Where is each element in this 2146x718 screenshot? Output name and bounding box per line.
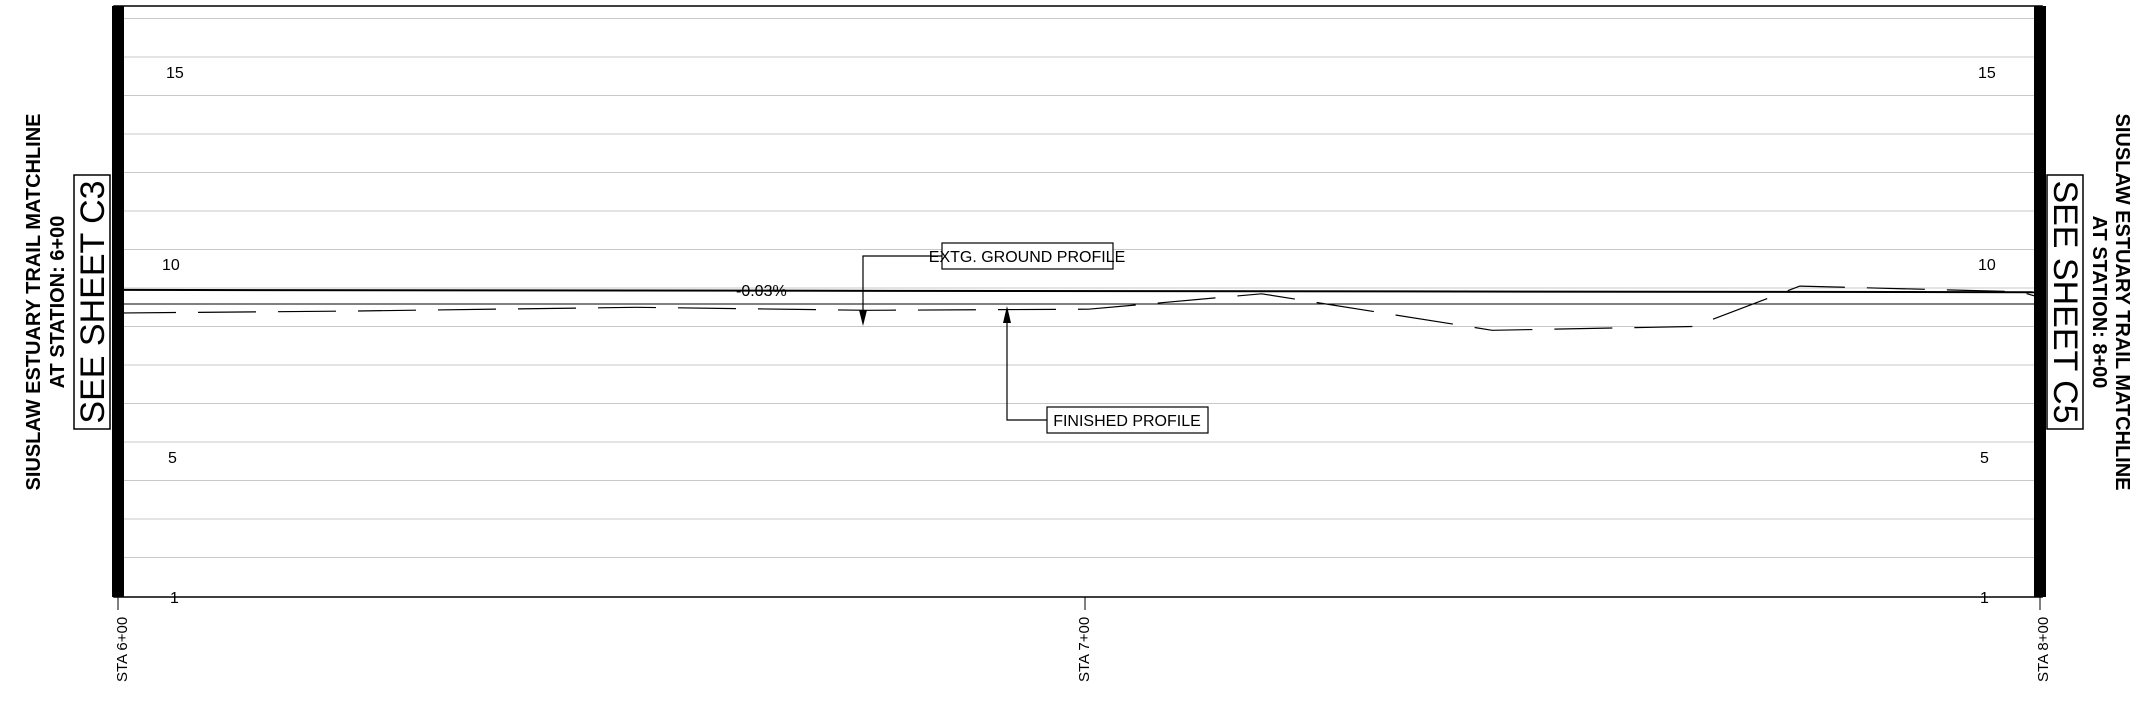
station-label-7-00: STA 7+00 bbox=[1076, 617, 1093, 682]
left-see-sheet-link[interactable]: SEE SHEET C3 bbox=[74, 180, 112, 423]
right-matchline-station: AT STATION: 8+00 bbox=[2088, 216, 2110, 389]
station-labels: STA 6+00 STA 7+00 STA 8+00 bbox=[114, 597, 2052, 682]
extg-ground-label: EXTG. GROUND PROFILE bbox=[929, 249, 1125, 266]
right-see-sheet-link[interactable]: SEE SHEET C5 bbox=[2046, 180, 2084, 423]
finished-label-box bbox=[1046, 406, 1209, 434]
left-see-sheet-box bbox=[73, 174, 111, 430]
extg-ground-arrowhead bbox=[859, 310, 867, 326]
elevation-grid bbox=[124, 18, 2034, 558]
right-see-sheet-box bbox=[2046, 174, 2084, 430]
station-label-8-00: STA 8+00 bbox=[2035, 617, 2052, 682]
right-matchline-title: SIUSLAW ESTUARY TRAIL MATCHLINE bbox=[2111, 113, 2133, 490]
right-matchline-block: SIUSLAW ESTUARY TRAIL MATCHLINE AT STATI… bbox=[2046, 113, 2133, 490]
extg-ground-label-box bbox=[941, 242, 1114, 270]
extg-ground-profile-line bbox=[117, 285, 2041, 331]
left-matchline-block: SIUSLAW ESTUARY TRAIL MATCHLINE AT STATI… bbox=[23, 113, 112, 490]
left-matchline-station: AT STATION: 6+00 bbox=[47, 216, 69, 389]
elevation-labels: 15 10 5 1 15 10 5 1 bbox=[162, 65, 1996, 607]
elev-label-left-5: 5 bbox=[168, 450, 177, 467]
elev-label-right-5: 5 bbox=[1980, 450, 1989, 467]
finished-profile-line bbox=[117, 288, 2041, 294]
left-matchline-bar bbox=[112, 6, 124, 597]
elev-label-right-10: 10 bbox=[1978, 257, 1996, 274]
plot-frame bbox=[113, 5, 2043, 598]
finished-label: FINISHED PROFILE bbox=[1053, 413, 1201, 430]
station-label-6-00: STA 6+00 bbox=[114, 617, 131, 682]
right-matchline-bar bbox=[2034, 6, 2046, 597]
finished-leader bbox=[1006, 316, 1047, 421]
left-matchline-title: SIUSLAW ESTUARY TRAIL MATCHLINE bbox=[23, 113, 45, 490]
grade-label: -0.03% bbox=[736, 283, 787, 300]
finished-profile-callout: FINISHED PROFILE bbox=[1003, 306, 1209, 434]
elev-label-left-15: 15 bbox=[166, 65, 184, 82]
extg-ground-callout: EXTG. GROUND PROFILE bbox=[859, 242, 1125, 326]
elev-label-right-15: 15 bbox=[1978, 65, 1996, 82]
elev-label-left-1: 1 bbox=[170, 590, 179, 607]
elev-label-left-10: 10 bbox=[162, 257, 180, 274]
extg-ground-leader bbox=[862, 255, 942, 318]
elev-label-right-1: 1 bbox=[1980, 590, 1989, 607]
finished-arrowhead bbox=[1003, 306, 1011, 323]
